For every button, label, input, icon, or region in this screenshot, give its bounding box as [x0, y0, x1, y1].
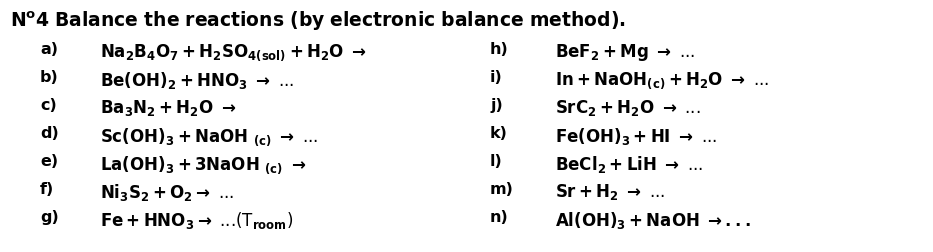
Text: $\mathbf{SrC_2 + H_2O\ \rightarrow}$ ...: $\mathbf{SrC_2 + H_2O\ \rightarrow}$ ... [555, 98, 701, 118]
Text: $\mathbf{Fe + HNO_3 \rightarrow}$ ...(T$_{\mathbf{room}}$): $\mathbf{Fe + HNO_3 \rightarrow}$ ...(T$… [100, 210, 294, 231]
Text: $\mathbf{In + NaOH_{(c)} + H_2O\ \rightarrow}$ ...: $\mathbf{In + NaOH_{(c)} + H_2O\ \righta… [555, 70, 769, 91]
Text: $\mathbf{Sc(OH)_3 + NaOH\ _{(c)}\ \rightarrow}$ ...: $\mathbf{Sc(OH)_3 + NaOH\ _{(c)}\ \right… [100, 126, 318, 148]
Text: j): j) [490, 98, 503, 113]
Text: h): h) [490, 42, 508, 57]
Text: n): n) [490, 210, 508, 225]
Text: g): g) [40, 210, 59, 225]
Text: $\mathbf{Fe(OH)_3 + HI\ \rightarrow}$ ...: $\mathbf{Fe(OH)_3 + HI\ \rightarrow}$ ..… [555, 126, 717, 147]
Text: $\mathbf{Na_2B_4O_7 + H_2SO_{4(sol)} + H_2O\ \rightarrow}$: $\mathbf{Na_2B_4O_7 + H_2SO_{4(sol)} + H… [100, 42, 367, 62]
Text: i): i) [490, 70, 503, 85]
Text: d): d) [40, 126, 59, 141]
Text: b): b) [40, 70, 59, 85]
Text: l): l) [490, 154, 503, 169]
Text: $\mathbf{BeCl_2 + LiH\ \rightarrow}$ ...: $\mathbf{BeCl_2 + LiH\ \rightarrow}$ ... [555, 154, 703, 175]
Text: $\mathbf{Al(OH)_3 + NaOH\ \rightarrow ...}$: $\mathbf{Al(OH)_3 + NaOH\ \rightarrow ..… [555, 210, 751, 231]
Text: $\mathbf{Ba_3N_2 + H_2O\ \rightarrow}$: $\mathbf{Ba_3N_2 + H_2O\ \rightarrow}$ [100, 98, 236, 118]
Text: $\mathbf{BeF_2 + Mg\ \rightarrow}$ ...: $\mathbf{BeF_2 + Mg\ \rightarrow}$ ... [555, 42, 695, 63]
Text: e): e) [40, 154, 58, 169]
Text: $\mathbf{Be(OH)_2 + HNO_3\ \rightarrow}$ ...: $\mathbf{Be(OH)_2 + HNO_3\ \rightarrow}$… [100, 70, 294, 91]
Text: a): a) [40, 42, 58, 57]
Text: c): c) [40, 98, 57, 113]
Text: $\mathbf{La(OH)_3 + 3NaOH\ _{(c)}\ \rightarrow}$: $\mathbf{La(OH)_3 + 3NaOH\ _{(c)}\ \righ… [100, 154, 306, 176]
Text: f): f) [40, 182, 54, 197]
Text: $\mathbf{N^o4}$ $\mathbf{Balance\ the\ reactions\ (by\ electronic\ balance\ meth: $\mathbf{N^o4}$ $\mathbf{Balance\ the\ r… [10, 10, 626, 34]
Text: k): k) [490, 126, 508, 141]
Text: $\mathbf{Ni_3S_2 + O_2 \rightarrow}$ ...: $\mathbf{Ni_3S_2 + O_2 \rightarrow}$ ... [100, 182, 234, 203]
Text: $\mathbf{Sr + H_2\ \rightarrow}$ ...: $\mathbf{Sr + H_2\ \rightarrow}$ ... [555, 182, 665, 202]
Text: m): m) [490, 182, 514, 197]
